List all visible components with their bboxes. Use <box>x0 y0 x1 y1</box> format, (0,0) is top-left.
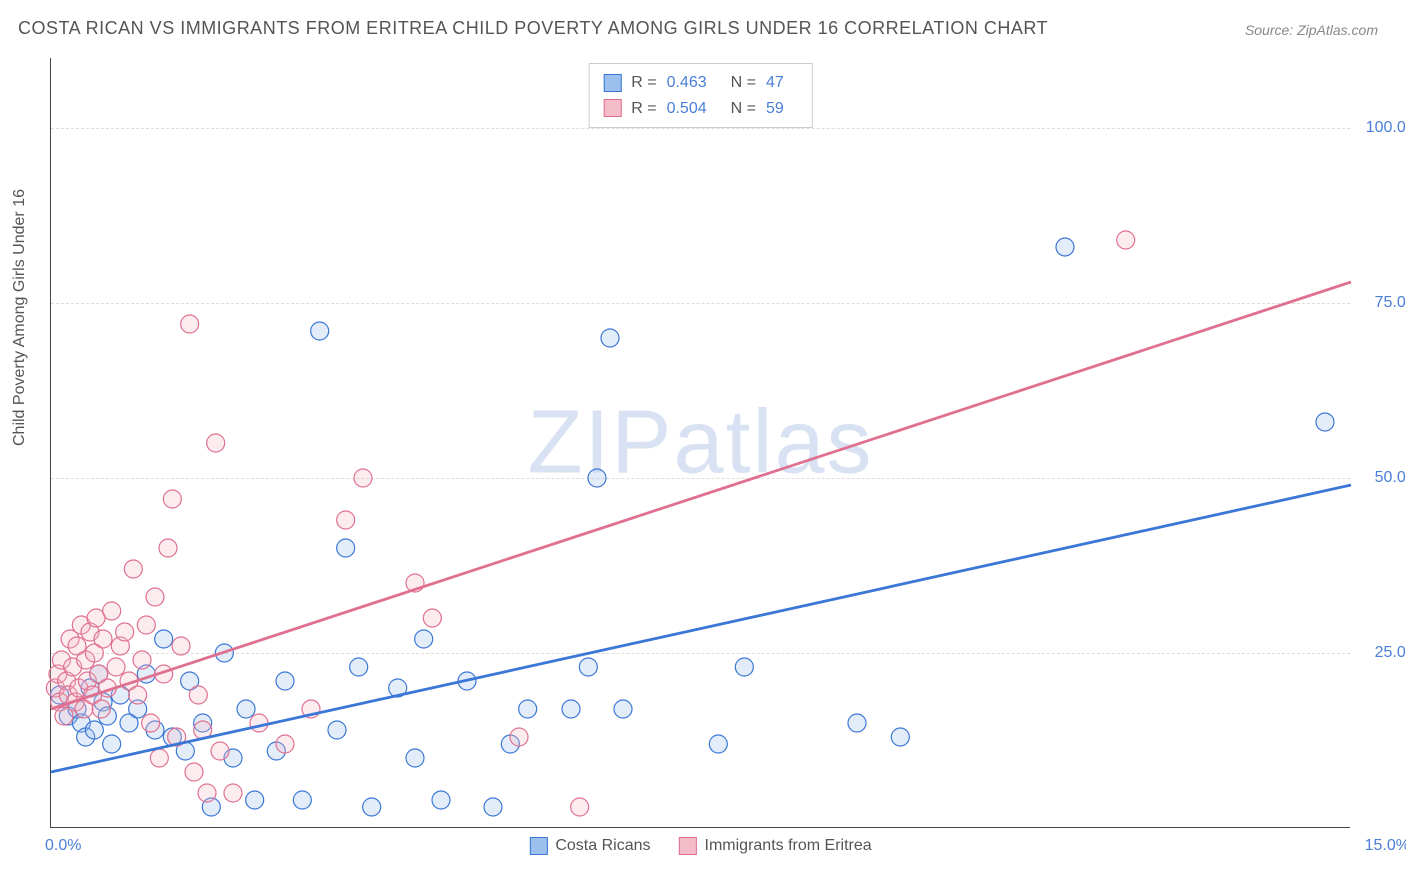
data-point <box>519 700 537 718</box>
stat-legend-row-0: R = 0.463 N = 47 <box>603 70 798 96</box>
data-point <box>848 714 866 732</box>
data-point <box>103 602 121 620</box>
data-point <box>137 616 155 634</box>
data-point <box>311 322 329 340</box>
data-point <box>579 658 597 676</box>
stat-r-value-1: 0.504 <box>667 96 707 122</box>
data-point <box>276 735 294 753</box>
swatch-bottom-1 <box>679 837 697 855</box>
y-tick-label: 50.0% <box>1375 469 1406 487</box>
data-point <box>293 791 311 809</box>
data-point <box>107 658 125 676</box>
data-point <box>276 672 294 690</box>
trend-line <box>51 485 1351 772</box>
data-point <box>562 700 580 718</box>
data-point <box>1056 238 1074 256</box>
data-point <box>92 700 110 718</box>
data-point <box>250 714 268 732</box>
swatch-series-1 <box>603 99 621 117</box>
data-point <box>185 763 203 781</box>
data-point <box>211 742 229 760</box>
y-tick-label: 75.0% <box>1375 294 1406 312</box>
stat-n-value-1: 59 <box>766 96 784 122</box>
data-point <box>735 658 753 676</box>
data-point <box>133 651 151 669</box>
bottom-legend-label-0: Costa Ricans <box>555 837 650 855</box>
data-point <box>328 721 346 739</box>
data-point <box>588 469 606 487</box>
data-point <box>423 609 441 627</box>
bottom-legend-label-1: Immigrants from Eritrea <box>705 837 872 855</box>
data-point <box>406 749 424 767</box>
stat-r-label-0: R = <box>631 70 656 96</box>
swatch-bottom-0 <box>529 837 547 855</box>
data-point <box>146 588 164 606</box>
data-point <box>1316 413 1334 431</box>
data-point <box>484 798 502 816</box>
data-point <box>363 798 381 816</box>
data-point <box>189 686 207 704</box>
data-point <box>124 560 142 578</box>
data-point <box>150 749 168 767</box>
trend-line <box>51 282 1351 709</box>
stat-r-label-1: R = <box>631 96 656 122</box>
stat-n-label-0: N = <box>731 70 756 96</box>
data-point <box>350 658 368 676</box>
stat-legend-row-1: R = 0.504 N = 59 <box>603 96 798 122</box>
data-point <box>129 686 147 704</box>
y-axis-label: Child Poverty Among Girls Under 16 <box>11 189 29 446</box>
data-point <box>601 329 619 347</box>
stat-n-label-1: N = <box>731 96 756 122</box>
data-point <box>159 539 177 557</box>
data-point <box>94 630 112 648</box>
data-point <box>246 791 264 809</box>
stat-legend: R = 0.463 N = 47 R = 0.504 N = 59 <box>588 63 813 128</box>
swatch-series-0 <box>603 74 621 92</box>
data-point <box>224 784 242 802</box>
bottom-legend-item-1: Immigrants from Eritrea <box>679 837 872 855</box>
stat-r-value-0: 0.463 <box>667 70 707 96</box>
data-point <box>237 700 255 718</box>
data-point <box>337 511 355 529</box>
data-point <box>172 637 190 655</box>
data-point <box>103 735 121 753</box>
y-tick-label: 25.0% <box>1375 644 1406 662</box>
data-point <box>116 623 134 641</box>
data-point <box>1117 231 1135 249</box>
data-point <box>354 469 372 487</box>
data-point <box>571 798 589 816</box>
bottom-legend-item-0: Costa Ricans <box>529 837 650 855</box>
x-tick-left: 0.0% <box>45 837 81 855</box>
data-point <box>614 700 632 718</box>
data-point <box>163 490 181 508</box>
data-point <box>337 539 355 557</box>
stat-n-value-0: 47 <box>766 70 784 96</box>
chart-title: COSTA RICAN VS IMMIGRANTS FROM ERITREA C… <box>18 18 1048 39</box>
data-point <box>181 315 199 333</box>
data-point <box>198 784 216 802</box>
data-point <box>891 728 909 746</box>
data-point <box>142 714 160 732</box>
bottom-legend: Costa Ricans Immigrants from Eritrea <box>529 837 871 855</box>
y-tick-label: 100.0% <box>1366 119 1406 137</box>
data-point <box>155 630 173 648</box>
data-point <box>709 735 727 753</box>
x-tick-right: 15.0% <box>1365 837 1406 855</box>
plot-area: ZIPatlas 25.0%50.0%75.0%100.0% R = 0.463… <box>50 58 1350 828</box>
data-point <box>207 434 225 452</box>
data-point <box>85 721 103 739</box>
data-point <box>432 791 450 809</box>
data-point <box>510 728 528 746</box>
source-attribution: Source: ZipAtlas.com <box>1245 22 1378 38</box>
data-point <box>415 630 433 648</box>
chart-svg <box>51 58 1350 827</box>
